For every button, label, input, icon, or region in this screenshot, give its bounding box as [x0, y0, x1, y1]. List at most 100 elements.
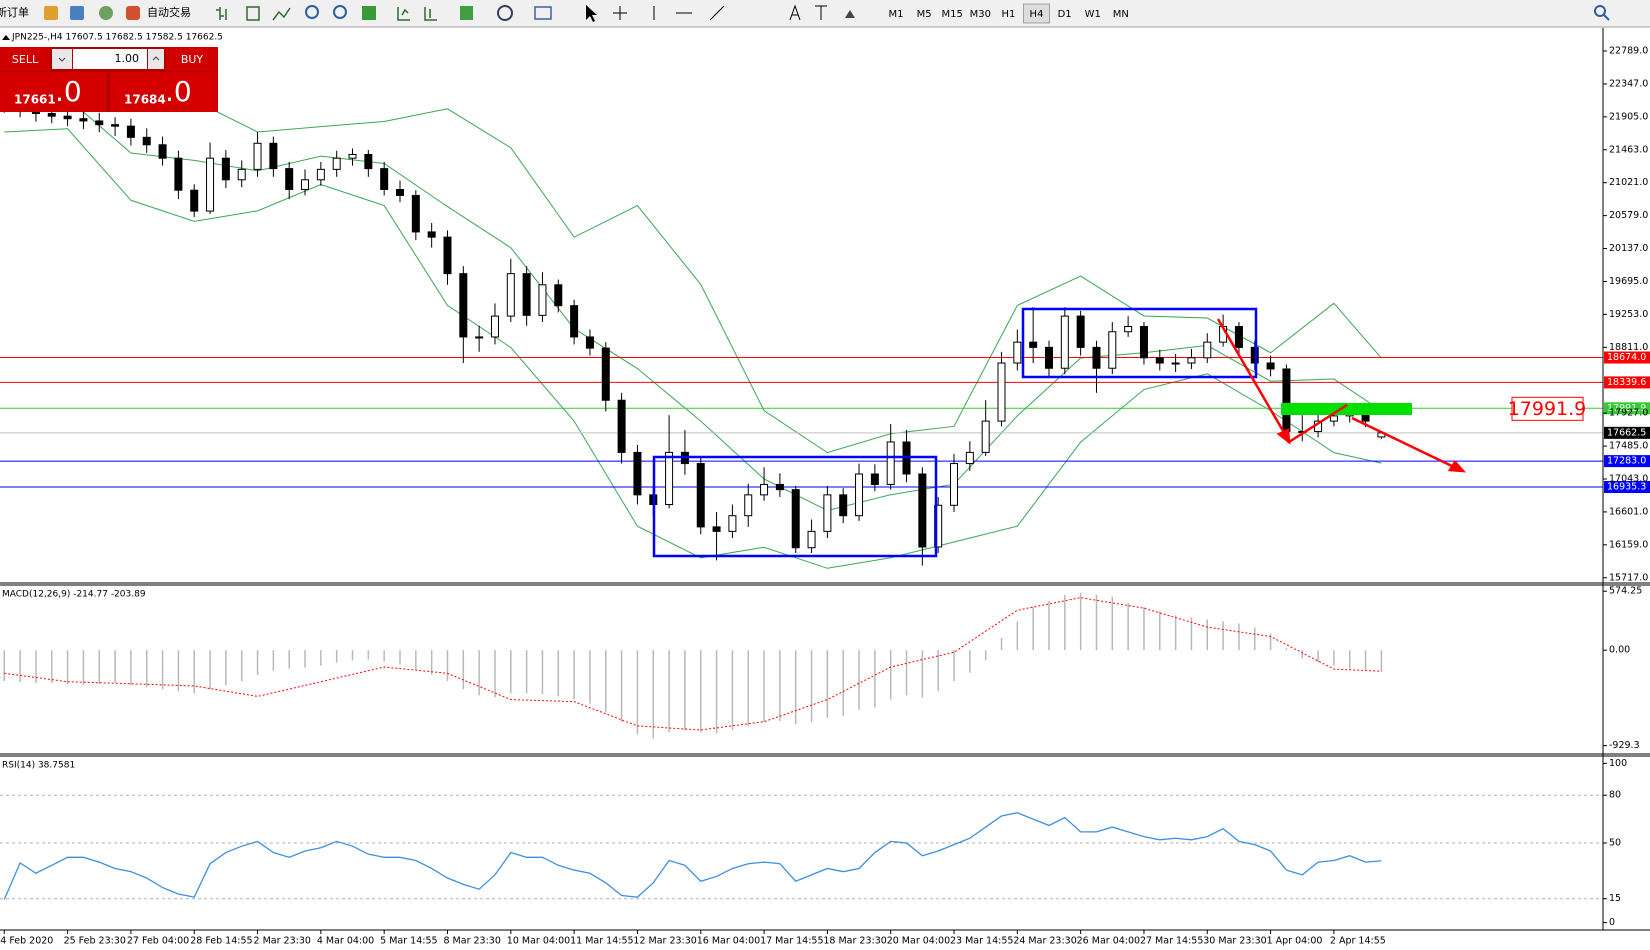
candle-body — [807, 530, 816, 549]
candle-body — [870, 473, 879, 485]
x-tick-label: 2 Apr 14:55 — [1330, 936, 1386, 947]
icon[interactable] — [44, 6, 58, 20]
candle-body — [174, 157, 183, 191]
icon[interactable] — [216, 7, 227, 20]
candle-body — [1282, 368, 1291, 433]
icon[interactable] — [424, 7, 437, 21]
buy-button[interactable] — [166, 47, 218, 71]
buy-price[interactable]: 17684 — [124, 93, 166, 107]
level-label-bg — [1604, 481, 1650, 494]
icon[interactable] — [397, 7, 410, 21]
zone-rect[interactable] — [1281, 403, 1412, 415]
buy-fraction[interactable]: .0 — [165, 75, 192, 108]
x-tick-label: 30 Mar 23:30 — [1203, 936, 1266, 947]
candle-body — [1060, 315, 1069, 369]
x-tick-label: 20 Mar 04:00 — [887, 936, 950, 947]
panel-title: MACD(12,26,9) -214.77 -203.89 — [2, 590, 146, 600]
volume-down[interactable] — [52, 49, 72, 69]
icon[interactable] — [845, 10, 855, 18]
range-box[interactable] — [1021, 307, 1258, 379]
icon[interactable] — [70, 6, 84, 20]
icon[interactable] — [534, 6, 552, 20]
timeframe[interactable]: D1 — [1058, 9, 1072, 20]
sell-button[interactable] — [0, 47, 50, 71]
y-tick-label: 50 — [1609, 838, 1621, 849]
chart-title: JPN225-,H4 17607.5 17682.5 17582.5 17662… — [11, 33, 223, 43]
y-tick-label: 22789.0 — [1609, 46, 1648, 57]
timeframe[interactable]: M15 — [942, 9, 963, 20]
icon[interactable] — [246, 6, 260, 21]
candle-body — [269, 142, 278, 170]
icon[interactable] — [99, 6, 113, 20]
candle-body — [1044, 346, 1053, 369]
candle-body — [712, 526, 721, 532]
x-tick-label: 26 Mar 04:00 — [1077, 936, 1140, 947]
chart-bg — [0, 28, 1650, 950]
x-tick-label: 27 Mar 14:55 — [1140, 936, 1203, 947]
auto-trading[interactable]: 自动交易 — [147, 5, 191, 19]
timeframe[interactable]: M30 — [970, 9, 991, 20]
timeframe[interactable]: MN — [1113, 9, 1129, 20]
candle-body — [364, 153, 373, 170]
candle-body — [301, 179, 310, 190]
candle-body — [918, 473, 927, 548]
volume[interactable]: 1.00 — [115, 52, 140, 65]
candle-body — [823, 494, 832, 532]
draw-tools[interactable] — [613, 5, 725, 21]
trend-line[interactable] — [1288, 403, 1348, 444]
timeframe[interactable]: M5 — [917, 9, 932, 20]
timeframe[interactable]: H4 — [1030, 9, 1044, 20]
x-tick-label: 12 Mar 23:30 — [633, 936, 696, 947]
collapse-icon[interactable] — [2, 35, 10, 40]
one-click-trading: JPN225-,H4 17607.5 17682.5 17582.5 17662… — [0, 33, 223, 112]
candle-body — [285, 168, 294, 190]
icon[interactable] — [497, 5, 513, 21]
trend-arrow[interactable] — [1351, 416, 1457, 470]
y-tick-label: 22347.0 — [1609, 78, 1648, 89]
x-tick-label: 28 Feb 14:55 — [190, 936, 252, 947]
candle-body — [126, 125, 135, 138]
zoom-in[interactable] — [305, 5, 319, 19]
y-tick-label: 19253.0 — [1609, 309, 1648, 320]
buy-price-box[interactable] — [110, 72, 218, 112]
x-tick-label: 2 Mar 23:30 — [254, 936, 311, 947]
cursor-tool[interactable] — [586, 5, 597, 22]
sell-label[interactable]: SELL — [12, 53, 39, 66]
candle-body — [443, 236, 452, 275]
sell-price[interactable]: 17661 — [14, 93, 56, 107]
timeframe[interactable]: M1 — [889, 9, 904, 20]
candle-body — [395, 188, 404, 196]
x-tick-label: 10 Mar 04:00 — [507, 936, 570, 947]
candle-body — [839, 494, 848, 517]
timeframe[interactable]: W1 — [1085, 9, 1101, 20]
icon[interactable] — [460, 6, 473, 20]
volume-up[interactable] — [148, 49, 164, 69]
sell-fraction[interactable]: .0 — [55, 75, 82, 108]
icon[interactable] — [272, 7, 291, 21]
toolbar-bg — [0, 0, 1650, 27]
timeframe-active — [1023, 3, 1050, 24]
zoom-out[interactable] — [333, 5, 347, 19]
labels: 18674.0 18339.6 17991.9 17662.5 17283.0 16935… — [0, 46, 1650, 947]
candle-body — [459, 273, 468, 338]
x-tick-label: 5 Mar 14:55 — [380, 936, 437, 947]
search[interactable] — [1594, 5, 1606, 17]
new-order[interactable]: 新订单 — [0, 5, 29, 19]
y-tick-label: 0.00 — [1609, 645, 1630, 656]
icon[interactable] — [126, 6, 140, 20]
y-tick-label: 20579.0 — [1609, 210, 1648, 221]
range-box[interactable] — [652, 455, 938, 558]
candle-body — [348, 153, 357, 159]
candle-body — [696, 463, 705, 528]
candle-body — [221, 157, 230, 181]
candle-body — [633, 451, 642, 496]
icon[interactable] — [362, 6, 376, 20]
timeframe[interactable]: H1 — [1001, 9, 1015, 20]
trend-arrow[interactable] — [1216, 318, 1288, 437]
volume-field[interactable] — [73, 49, 147, 69]
buy-label[interactable]: BUY — [181, 53, 204, 66]
text-tools[interactable] — [789, 4, 827, 21]
sell-price-box[interactable] — [0, 72, 107, 112]
